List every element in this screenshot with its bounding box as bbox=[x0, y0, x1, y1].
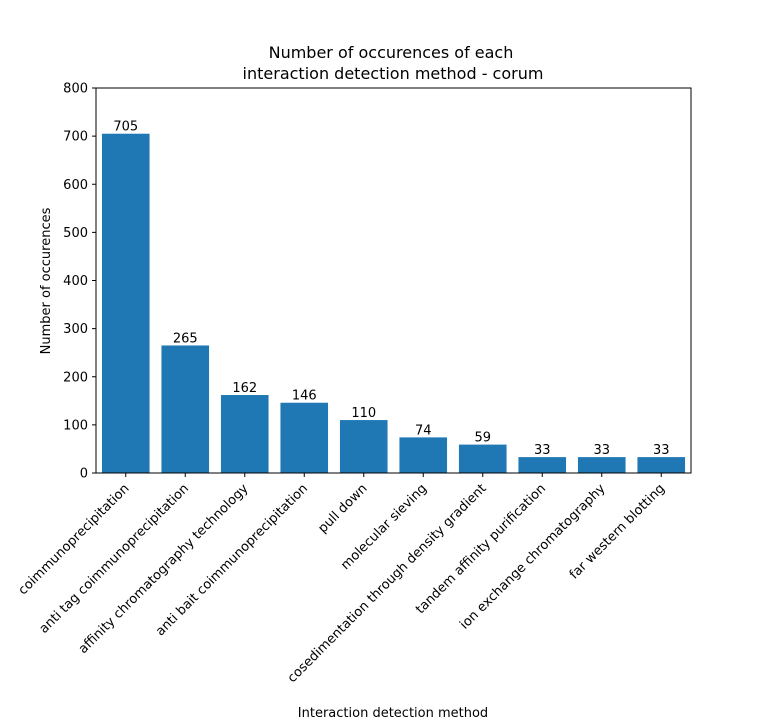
bar bbox=[458, 444, 507, 473]
x-axis-label: Interaction detection method bbox=[298, 706, 488, 721]
bar bbox=[220, 395, 269, 473]
data-label: 33 bbox=[534, 443, 551, 458]
y-tick-label: 400 bbox=[63, 274, 88, 289]
y-axis: 0 100 200 300 400 500 600 700 800 bbox=[63, 82, 96, 482]
y-tick-label: 300 bbox=[63, 322, 88, 337]
chart-title-line-1: Number of occurences of each bbox=[269, 43, 514, 62]
bar bbox=[399, 437, 448, 473]
y-tick-label: 0 bbox=[80, 467, 88, 482]
bar bbox=[518, 457, 567, 473]
y-tick-label: 200 bbox=[63, 370, 88, 385]
chart-title-line-2: interaction detection method - corum bbox=[243, 64, 544, 83]
bar bbox=[280, 402, 329, 473]
y-tick-label: 700 bbox=[63, 130, 88, 145]
chart-title: Number of occurences of each interaction… bbox=[243, 43, 544, 83]
data-label: 74 bbox=[415, 423, 432, 438]
data-label: 705 bbox=[113, 120, 138, 135]
bar bbox=[339, 420, 388, 473]
bar bbox=[161, 345, 210, 473]
y-tick-label: 800 bbox=[63, 82, 88, 97]
data-label: 162 bbox=[232, 381, 257, 396]
data-label: 33 bbox=[593, 443, 610, 458]
data-label: 33 bbox=[653, 443, 670, 458]
x-tick-label: pull down bbox=[315, 481, 370, 536]
y-axis-label: Number of occurences bbox=[39, 207, 54, 354]
bar bbox=[637, 457, 686, 473]
plot-area: 705 265 162 146 110 74 59 33 33 33 bbox=[101, 120, 686, 473]
y-tick-label: 500 bbox=[63, 226, 88, 241]
y-tick-label: 600 bbox=[63, 178, 88, 193]
data-label: 146 bbox=[292, 389, 317, 404]
x-tick-label: coimmunoprecipitation bbox=[16, 481, 133, 598]
bar bbox=[577, 457, 626, 473]
data-label: 110 bbox=[351, 406, 376, 421]
data-label: 265 bbox=[173, 331, 198, 346]
data-label: 59 bbox=[474, 431, 491, 446]
x-tick-label: cosedimentation through density gradient bbox=[285, 481, 490, 686]
bar bbox=[101, 133, 150, 473]
y-tick-label: 100 bbox=[63, 418, 88, 433]
